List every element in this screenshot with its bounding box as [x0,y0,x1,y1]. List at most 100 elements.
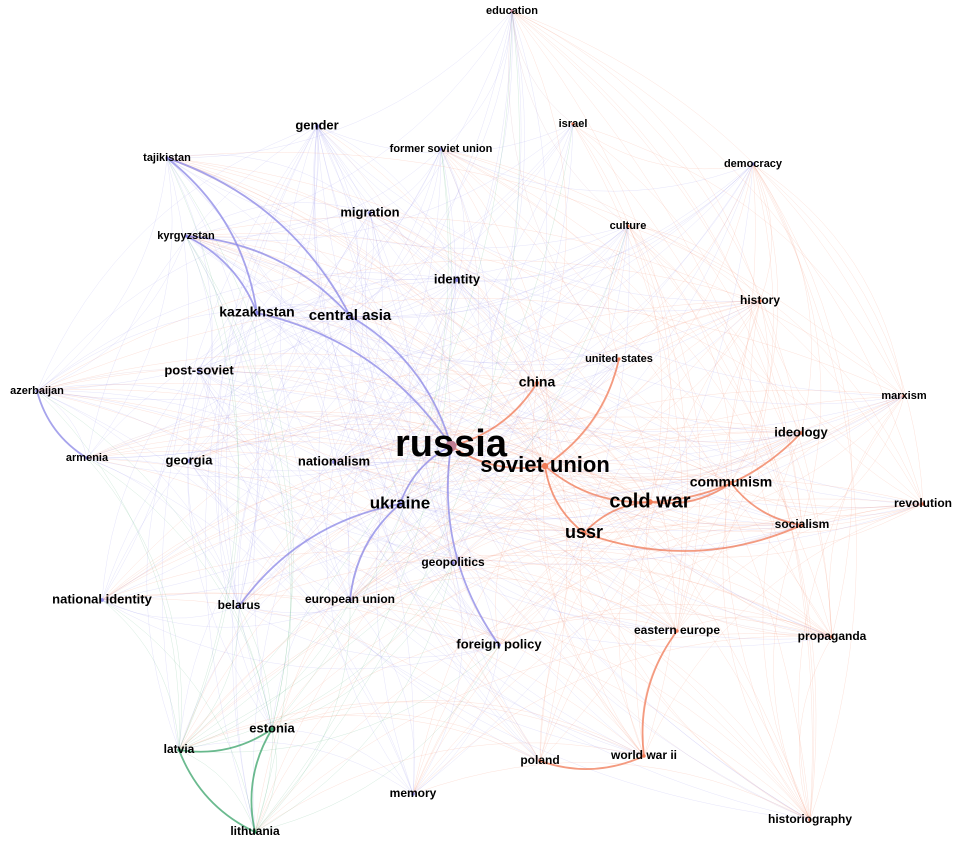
edge-historiography--education [511,10,813,821]
edge-ukraine--kyrgyzstan [185,235,401,505]
edge-central-asia--migration [349,212,374,317]
edge-identity--geopolitics [423,279,458,564]
edge-china--socialism [536,382,803,526]
edge-latvia--armenia [86,457,182,751]
edge-migration--azerbaijan [36,212,371,392]
edge-lithuania--geopolitics [254,562,454,833]
edge-kazakhstan--belarus [214,312,258,607]
edge-china--kyrgyzstan [185,235,538,384]
strong-edge-russia--china [450,382,538,447]
edge-gender--belarus [217,125,318,607]
edge-georgia--kyrgyzstan [185,235,213,462]
node-ussr: ussr [565,522,603,542]
edge-national-identity--democracy [101,163,754,601]
edge-central-asia--historiography [349,315,811,821]
edge-memory--estonia [271,728,414,795]
edge-geopolitics--azerbaijan [36,390,454,564]
edge-gender--estonia [226,125,318,730]
edge-armenia--culture [86,225,629,459]
edge-national-identity--tajikistan [101,157,189,601]
edge-marxism--education [511,10,905,397]
edge-central-asia--socialism [349,315,803,526]
edge-soviet-union--marxism [544,395,905,479]
edge-tajikistan--education [166,10,513,159]
edge-belarus--geopolitics [238,562,454,614]
edge-ukraine--gender [316,125,411,505]
strong-edge-communism--socialism [730,482,803,526]
edge-cold-war--revolution [649,501,924,534]
edge-kazakhstan--post-soviet [198,312,258,372]
node-dot-ideology [799,431,803,435]
edge-historiography--national-identity [101,593,811,821]
edge-propaganda--armenia [86,440,833,638]
node-dot-tajikistan [165,156,169,160]
edge-post-soviet--israel [198,123,574,372]
edge-kazakhstan--israel [256,123,574,314]
strong-edge-eastern-europe--world-war-ii [641,630,678,757]
strong-edge-soviet-union--cold-war [544,465,651,504]
edge-gender--historiography [316,125,811,821]
edge-soviet-union--ideology [544,432,802,481]
node-european-union: european union [305,592,395,606]
edge-ussr--geopolitics [452,529,585,564]
edge-cold-war--foreign-policy [498,501,651,646]
edge-cold-war--azerbaijan [36,367,651,503]
edge-nationalism--migration [333,212,383,463]
edge-historiography--azerbaijan [36,390,811,821]
edge-propaganda--tajikistan [166,157,833,638]
edge-russia--former-soviet-union [440,148,480,447]
edge-china--lithuania [254,382,538,833]
edge-post-soviet--estonia [187,370,273,730]
edge-georgia--propaganda [188,460,833,648]
edge-ukraine--united-states [399,358,620,505]
edge-central-asia--national-identity [101,315,351,601]
node-lithuania: lithuania [230,824,280,838]
edge-central-asia--european-union [318,315,351,601]
edge-world-war-ii--estonia [271,700,645,757]
edge-estonia--kyrgyzstan [185,235,292,730]
edge-post-soviet--poland [198,370,541,762]
edge-national-identity--united-states [101,358,620,601]
edge-memory--latvia [178,741,414,795]
edge-history--revolution [759,300,924,505]
edge-china--culture [536,225,629,384]
edge-history--united-states [618,300,761,360]
node-post-soviet: post-soviet [164,362,234,377]
edge-central-asia--post-soviet [198,315,351,372]
edge-china--world-war-ii [531,382,645,757]
edge-gender--revolution [316,125,924,505]
node-kyrgyzstan: kyrgyzstan [157,230,215,242]
edge-post-soviet--historiography [198,370,811,821]
edge-history--memory [412,300,761,795]
edge-azerbaijan--israel [36,123,574,392]
edge-gender--european-union [279,125,351,601]
edge-central-asia--belarus [238,315,351,607]
edge-memory--azerbaijan [36,390,414,795]
node-memory: memory [390,786,437,800]
edge-gender--propaganda [316,125,833,638]
edge-migration--foreign-policy [364,212,500,646]
edge-eastern-europe--azerbaijan [36,389,678,632]
edge-eastern-europe--foreign-policy [498,617,678,646]
node-dot-lithuania [253,830,257,834]
edge-ussr--history [583,300,761,534]
edge-world-war-ii--kyrgyzstan [185,235,645,757]
edge-identity--azerbaijan [36,272,458,392]
edge-cold-war--poland [539,501,651,762]
edge-world-war-ii--azerbaijan [36,390,645,757]
edge-history--education [511,10,761,302]
edge-ideology--memory [412,432,802,795]
edge-central-asia--revolution [349,315,924,509]
edge-communism--national-identity [101,459,732,601]
edge-central-asia--democracy [349,163,754,318]
edge-historiography--tajikistan [166,157,811,821]
edge-georgia--historiography [188,460,811,821]
node-dot-ukraine [397,501,403,507]
edge-post-soviet--eastern-europe [198,370,678,632]
edge-georgia--foreign-policy [188,460,500,646]
edge-national-identity--israel [101,123,574,601]
edge-identity--poland [437,279,541,762]
edge-cold-war--armenia [86,415,651,503]
edge-marxism--israel [572,123,905,397]
node-dot-european-union [348,598,352,602]
